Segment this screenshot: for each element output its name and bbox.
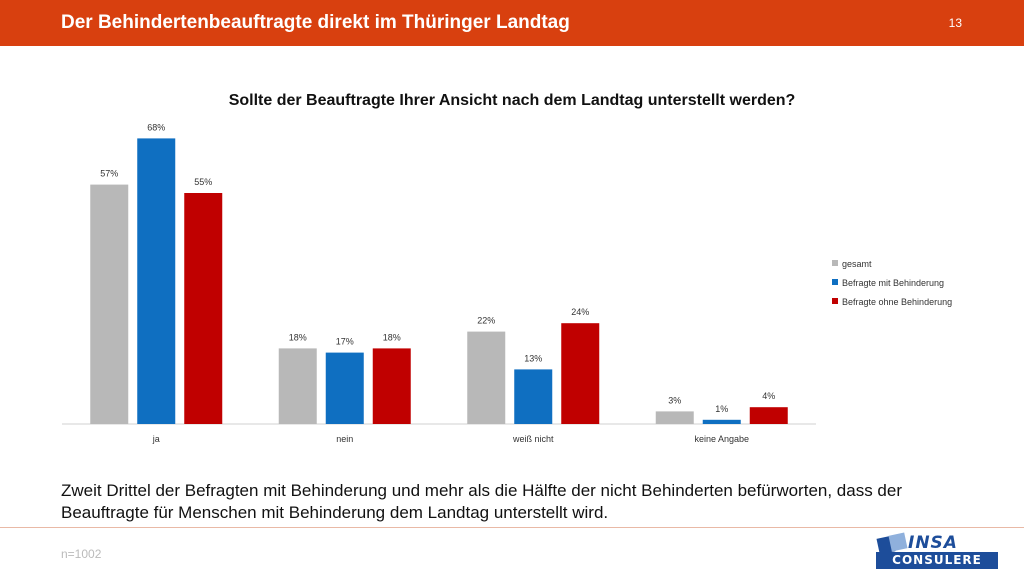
sample-size-note: n=1002 <box>61 547 102 561</box>
bar-2-1 <box>137 138 176 424</box>
legend-swatch <box>832 298 838 304</box>
bar-2-2 <box>325 352 364 424</box>
logo-square-icon <box>888 532 908 552</box>
footer-divider <box>0 527 1024 528</box>
bar-3-2 <box>372 348 411 424</box>
conclusion-line-1: Zweit Drittel der Befragten mit Behinder… <box>61 481 903 500</box>
x-tick-label: nein <box>336 434 353 444</box>
chart-title: Sollte der Beauftragte Ihrer Ansicht nac… <box>228 92 796 109</box>
bar-chart: 57% 68% 55% ja 18% 17% 18% nein 22% 13% 24% weiß ni… <box>62 122 952 444</box>
logo-word-insa: INSA <box>908 533 958 553</box>
data-label: 57% <box>100 169 118 179</box>
legend-swatch <box>832 279 838 285</box>
legend-label: gesamt <box>842 259 872 269</box>
legend-label: Befragte ohne Behinderung <box>842 297 952 307</box>
bar-1-1 <box>90 184 129 424</box>
data-label: 55% <box>194 177 212 187</box>
insa-consulere-logo: INSA CONSULERE <box>874 532 1000 571</box>
data-label: 18% <box>383 332 401 342</box>
legend-label: Befragte mit Behinderung <box>842 278 944 288</box>
bar-1-2 <box>278 348 317 424</box>
bar-2-4 <box>702 419 741 424</box>
bar-3-3 <box>561 323 600 424</box>
data-label: 22% <box>477 316 495 326</box>
bar-1-3 <box>467 331 506 424</box>
data-label: 68% <box>147 122 165 132</box>
x-tick-label: keine Angabe <box>694 434 749 444</box>
data-label: 3% <box>668 395 681 405</box>
conclusion-text: Zweit Drittel der Befragten mit Behinder… <box>61 480 961 524</box>
slide-title: Der Behindertenbeauftragte direkt im Thü… <box>61 12 570 33</box>
logo-word-consulere: CONSULERE <box>876 552 998 569</box>
data-label: 1% <box>715 404 728 414</box>
x-tick-label: weiß nicht <box>512 434 554 444</box>
bar-2-3 <box>514 369 553 424</box>
data-label: 24% <box>571 307 589 317</box>
header-bar: Der Behindertenbeauftragte direkt im Thü… <box>0 0 1024 46</box>
bar-1-4 <box>655 411 694 424</box>
conclusion-line-2: Beauftragte für Menschen mit Behinderung… <box>61 503 609 522</box>
data-label: 13% <box>524 353 542 363</box>
data-label: 18% <box>289 332 307 342</box>
data-label: 4% <box>762 391 775 401</box>
x-tick-label: ja <box>152 434 160 444</box>
slide-number: 13 <box>948 16 962 30</box>
data-label: 17% <box>336 337 354 347</box>
bar-3-4 <box>749 407 788 424</box>
bar-3-1 <box>184 193 223 424</box>
legend-swatch <box>832 260 838 266</box>
